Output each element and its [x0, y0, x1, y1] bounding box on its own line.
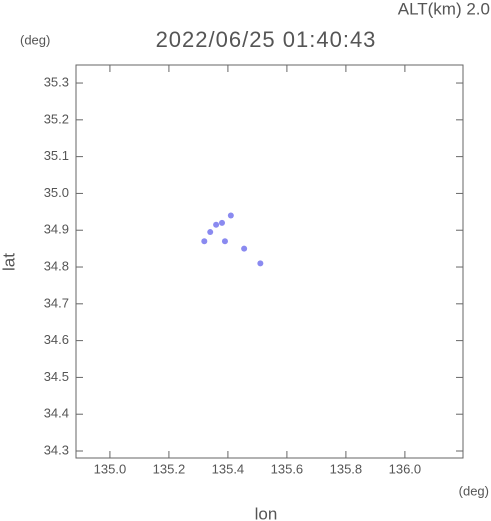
echo-cell	[207, 229, 214, 236]
echo-cell	[227, 212, 234, 219]
y-tick-label: 35.1	[44, 148, 69, 163]
y-tick-label: 34.4	[44, 406, 69, 421]
plot-frame	[75, 64, 464, 459]
echo-cell	[201, 238, 208, 245]
x-tick-label: 135.6	[271, 461, 304, 476]
y-unit: (deg)	[20, 32, 50, 47]
x-tick-label: 135.0	[94, 461, 127, 476]
y-tick-label: 34.3	[44, 442, 69, 457]
y-tick-label: 35.3	[44, 74, 69, 89]
echo-cell	[213, 221, 220, 228]
echo-cell	[241, 245, 248, 252]
x-tick-label: 135.8	[330, 461, 363, 476]
subtitle: ALT(km) 2.0	[398, 0, 490, 18]
y-tick-label: 35.2	[44, 111, 69, 126]
x-unit: (deg)	[459, 483, 489, 498]
x-tick-label: 136.0	[389, 461, 422, 476]
echo-cell	[219, 219, 226, 226]
x-label: lon	[255, 504, 278, 521]
echo-cell	[257, 260, 264, 267]
y-tick-label: 34.7	[44, 295, 69, 310]
y-tick-label: 34.8	[44, 258, 69, 273]
x-tick-label: 135.2	[153, 461, 186, 476]
chart-title: 2022/06/25 01:40:43	[156, 27, 377, 52]
y-tick-label: 34.6	[44, 332, 69, 347]
x-tick-label: 135.4	[212, 461, 245, 476]
y-label: lat	[0, 253, 18, 271]
y-tick-label: 34.5	[44, 369, 69, 384]
y-tick-label: 34.9	[44, 222, 69, 237]
echo-cell	[221, 238, 228, 245]
y-tick-label: 35.0	[44, 185, 69, 200]
